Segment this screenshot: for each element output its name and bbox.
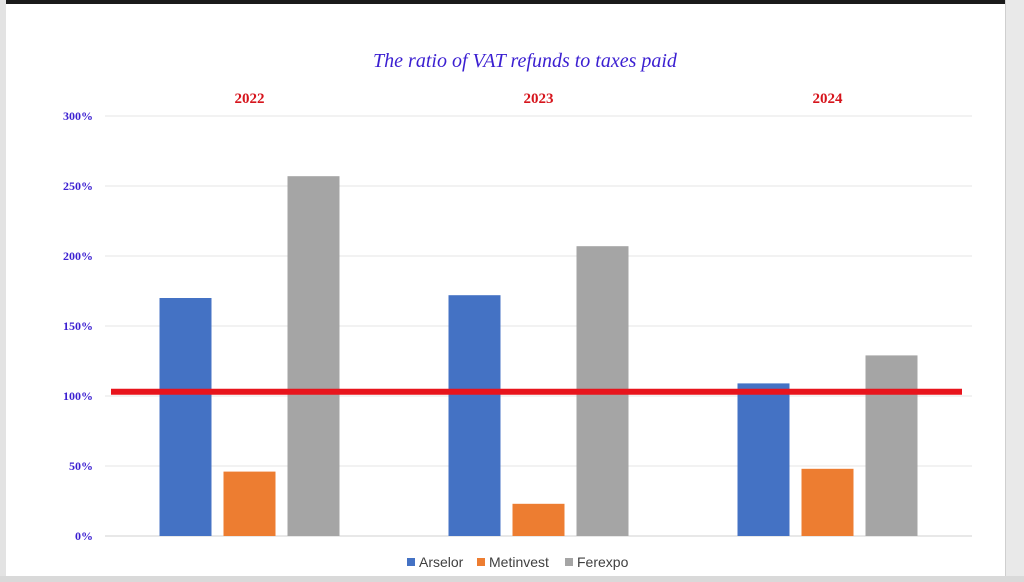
- chart-title: The ratio of VAT refunds to taxes paid: [373, 50, 678, 72]
- y-tick-label: 200%: [63, 249, 93, 263]
- legend: Arselor Metinvest Ferexpo: [407, 554, 629, 570]
- bar-arselor-2024: [737, 383, 790, 536]
- y-axis-ticks: 0% 50% 100% 150% 200% 250% 300%: [63, 109, 93, 543]
- category-label: 2022: [235, 91, 265, 107]
- legend-label-ferexpo: Ferexpo: [577, 554, 629, 570]
- legend-swatch-metinvest: [477, 558, 485, 566]
- legend-label-metinvest: Metinvest: [489, 554, 549, 570]
- bar-metinvest-2023: [512, 503, 565, 536]
- bar-arselor-2022: [159, 298, 212, 536]
- frame-bottom-edge: [0, 576, 1024, 582]
- category-label: 2023: [524, 91, 554, 107]
- y-tick-label: 100%: [63, 389, 93, 403]
- frame-left-edge: [0, 0, 6, 582]
- y-tick-label: 300%: [63, 109, 93, 123]
- category-label: 2024: [813, 91, 844, 107]
- bar-arselor-2023: [448, 295, 501, 536]
- bar-metinvest-2022: [223, 471, 276, 536]
- legend-label-arselor: Arselor: [419, 554, 464, 570]
- y-tick-label: 250%: [63, 179, 93, 193]
- bars: [159, 176, 918, 536]
- bar-ferexpo-2022: [287, 176, 340, 536]
- y-tick-label: 0%: [75, 529, 93, 543]
- bar-ferexpo-2024: [865, 355, 918, 536]
- category-labels: 2022 2023 2024: [235, 91, 844, 107]
- bar-metinvest-2024: [801, 468, 854, 536]
- y-tick-label: 50%: [69, 459, 93, 473]
- frame-right-edge: [1005, 0, 1024, 582]
- y-tick-label: 150%: [63, 319, 93, 333]
- legend-swatch-ferexpo: [565, 558, 573, 566]
- legend-swatch-arselor: [407, 558, 415, 566]
